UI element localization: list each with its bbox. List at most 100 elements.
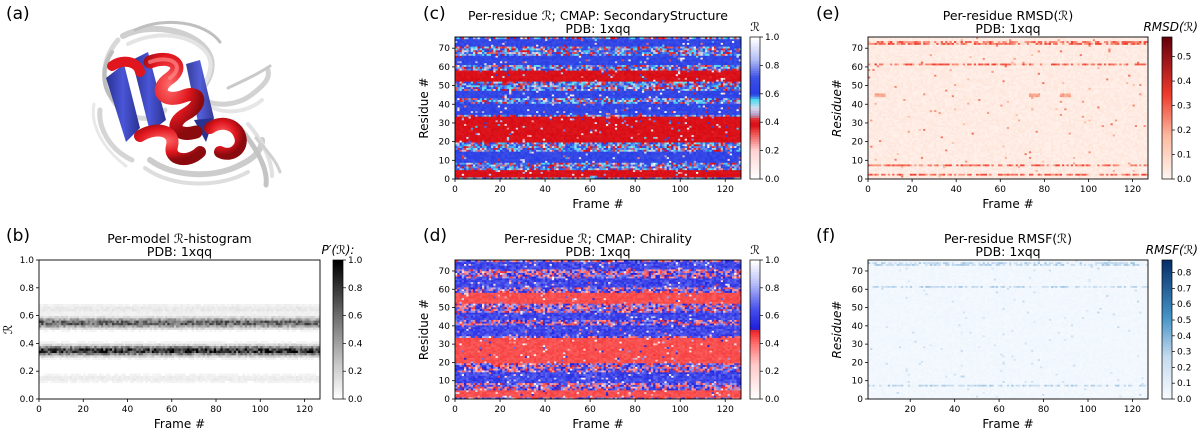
heatmap-cell xyxy=(601,166,604,169)
heatmap-cell xyxy=(587,169,591,172)
colorbar-segment xyxy=(333,324,343,328)
heatmap-cell xyxy=(151,343,155,347)
heatmap-cell xyxy=(308,310,312,314)
heatmap-cell xyxy=(565,169,568,172)
heatmap-cell xyxy=(641,173,645,176)
heatmap-cell xyxy=(468,155,472,158)
heatmap-cell xyxy=(160,310,164,314)
heatmap-cell xyxy=(630,158,634,161)
heatmap-cell xyxy=(484,151,487,154)
heatmap-cell xyxy=(734,164,737,167)
heatmap-cell xyxy=(583,171,586,174)
x-tick-label: 40 xyxy=(122,405,134,415)
heatmap-cell xyxy=(56,350,60,354)
heatmap-cell xyxy=(200,341,204,344)
heatmap-cell xyxy=(238,310,241,314)
heatmap-cell xyxy=(675,155,679,158)
heatmap-cell xyxy=(222,352,226,356)
heatmap-cell xyxy=(619,175,622,178)
heatmap-cell xyxy=(468,173,472,176)
heatmap-cell xyxy=(220,329,223,333)
heatmap-cell xyxy=(229,320,232,323)
heatmap-cell xyxy=(286,327,290,330)
heatmap-cell xyxy=(556,164,559,167)
heatmap-cell xyxy=(727,162,731,165)
heatmap-cell xyxy=(58,357,62,360)
heatmap-cell xyxy=(515,171,519,174)
heatmap-cell xyxy=(269,322,272,326)
heatmap-cell xyxy=(222,308,226,312)
heatmap-cell xyxy=(100,317,104,321)
heatmap-cell xyxy=(242,345,246,349)
heatmap-cell xyxy=(81,324,84,328)
heatmap-cell xyxy=(682,164,686,167)
heatmap-cell xyxy=(266,313,270,316)
heatmap-cell xyxy=(650,167,654,171)
heatmap-cell xyxy=(297,322,301,326)
heatmap-cell xyxy=(610,175,613,178)
heatmap-cell xyxy=(41,343,44,347)
heatmap-cell xyxy=(129,357,133,360)
heatmap-cell xyxy=(52,308,55,312)
heatmap-cell xyxy=(702,156,706,160)
heatmap-cell xyxy=(202,350,206,354)
heatmap-cell xyxy=(238,320,241,323)
heatmap-cell xyxy=(569,151,573,154)
heatmap-cell xyxy=(461,158,465,161)
heatmap-cell xyxy=(211,352,215,356)
heatmap-cell xyxy=(635,173,638,176)
heatmap-cell xyxy=(509,155,512,158)
heatmap-cell xyxy=(39,322,42,326)
heatmap-cell xyxy=(628,155,631,158)
heatmap-cell xyxy=(200,378,204,381)
heatmap-cell xyxy=(468,167,472,171)
heatmap-cell xyxy=(171,343,175,347)
heatmap-cell xyxy=(131,320,135,323)
heatmap-cell xyxy=(147,341,150,344)
heatmap-cell xyxy=(479,164,483,167)
heatmap-cell xyxy=(173,352,177,356)
heatmap-cell xyxy=(554,153,557,156)
heatmap-cell xyxy=(235,329,239,333)
heatmap-cell xyxy=(711,166,715,169)
heatmap-cell xyxy=(107,306,111,309)
heatmap-cell xyxy=(540,177,544,180)
heatmap-cell xyxy=(495,166,499,169)
heatmap-cell xyxy=(167,341,170,344)
heatmap-cell xyxy=(98,343,102,347)
heatmap-cell xyxy=(603,151,607,154)
heatmap-cell xyxy=(249,324,252,328)
heatmap-cell xyxy=(235,327,239,330)
heatmap-cell xyxy=(282,380,285,384)
heatmap-cell xyxy=(468,169,472,172)
heatmap-cell xyxy=(187,324,190,328)
heatmap-cell xyxy=(189,304,193,307)
heatmap-cell xyxy=(504,156,508,160)
heatmap-cell xyxy=(229,313,232,316)
heatmap-cell xyxy=(477,156,481,160)
heatmap-cell xyxy=(158,352,162,356)
heatmap-cell xyxy=(497,173,501,176)
heatmap-cell xyxy=(167,352,170,356)
heatmap-cell xyxy=(691,173,695,176)
heatmap-cell xyxy=(112,343,115,347)
heatmap-cell xyxy=(574,151,577,154)
heatmap-cell xyxy=(293,310,297,314)
heatmap-cell xyxy=(565,158,568,161)
heatmap-cell xyxy=(156,380,159,384)
heatmap-cell xyxy=(138,317,142,321)
heatmap-cell xyxy=(686,166,690,169)
heatmap-cell xyxy=(224,345,228,349)
heatmap-cell xyxy=(233,378,237,381)
heatmap-cell xyxy=(63,375,66,379)
heatmap-cell xyxy=(286,354,290,358)
heatmap-cell xyxy=(565,167,568,171)
heatmap-cell xyxy=(610,153,613,156)
heatmap-cell xyxy=(178,341,181,344)
heatmap-cell xyxy=(74,343,77,347)
heatmap-cell xyxy=(92,310,95,314)
heatmap-cell xyxy=(136,352,139,356)
heatmap-cell xyxy=(280,345,283,349)
heatmap-cell xyxy=(664,155,668,158)
heatmap-cell xyxy=(142,322,146,326)
